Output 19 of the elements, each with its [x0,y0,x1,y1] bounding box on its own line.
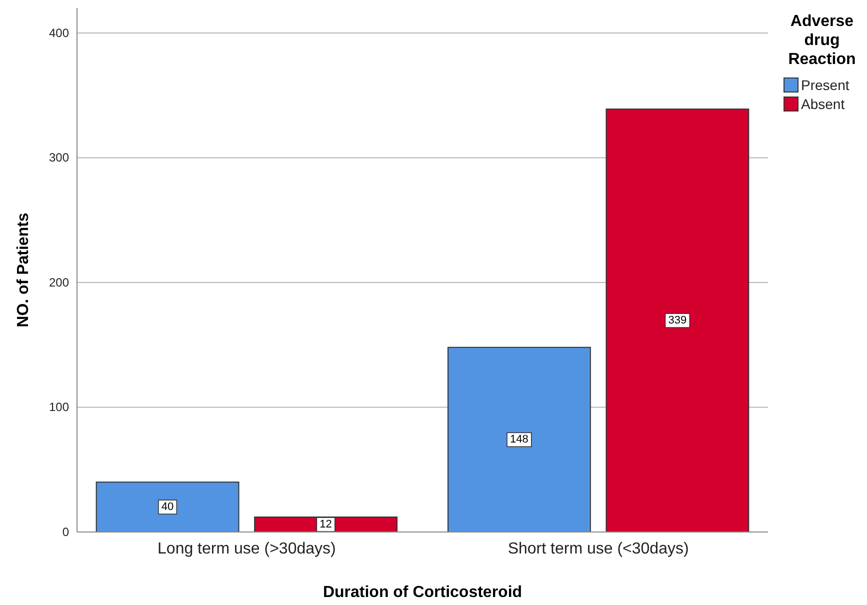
y-tick-label: 100 [48,400,70,414]
legend-label: Absent [801,96,845,112]
bar [606,108,750,532]
x-tick-label: Long term use (>30days) [158,540,336,558]
y-tick-label: 0 [62,524,70,539]
data-label: 339 [668,314,687,327]
x-tick-label: Short term use (<30days) [508,540,689,558]
data-label: 148 [510,434,528,446]
x-axis-title: Duration of Corticosteroid [322,584,522,601]
legend-label: Present [801,77,850,93]
data-label: 12 [320,518,332,531]
y-tick-label: 300 [48,150,70,165]
legend-title: Adverse drug Reaction [788,13,856,68]
y-axis-title: NO. of Patients [15,212,32,328]
y-tick-label: 200 [48,275,70,290]
bar [96,482,240,532]
y-tick-label: 400 [48,26,70,40]
bar [447,346,591,532]
data-label: 40 [161,501,174,514]
